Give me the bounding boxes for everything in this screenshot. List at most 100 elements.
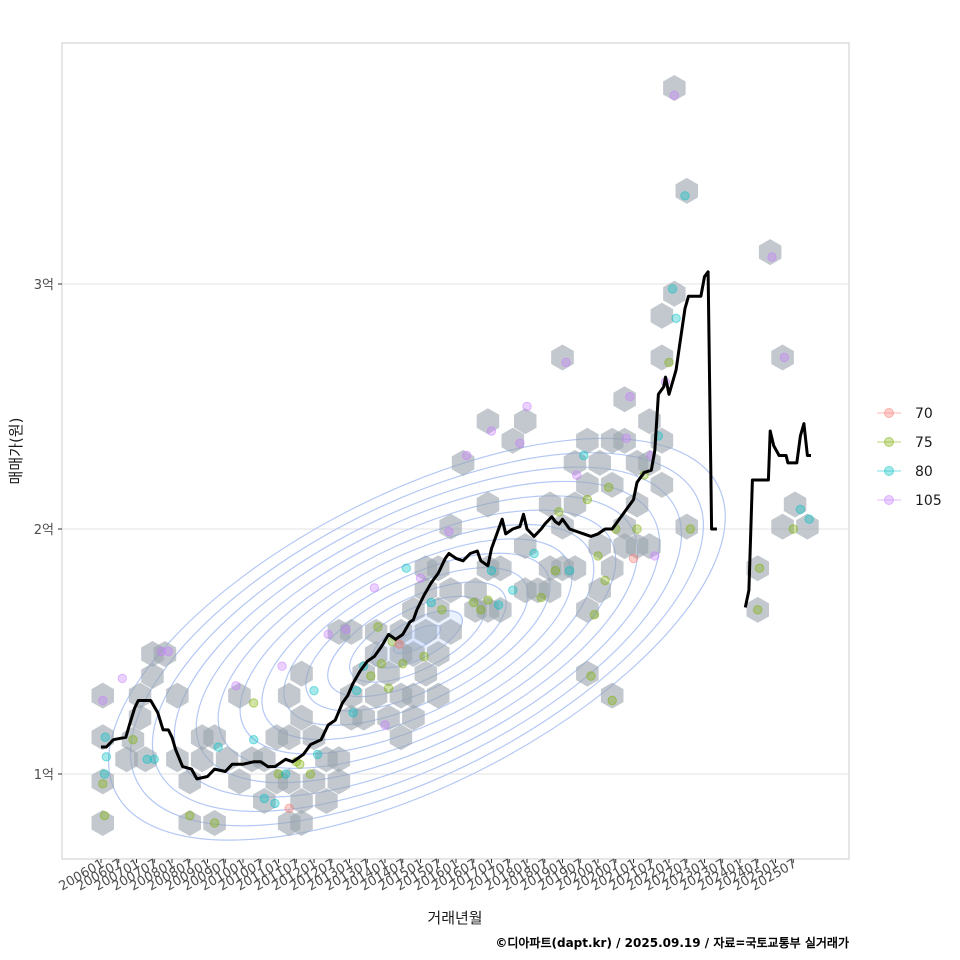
x-axis-title: 거래년월 [427, 909, 482, 927]
point-105 [323, 629, 333, 640]
point-80 [280, 769, 291, 779]
legend: 70 75 80 105 [877, 406, 942, 509]
hexbin-cell [134, 746, 157, 773]
point-105 [767, 252, 777, 262]
point-75 [383, 683, 394, 693]
point-105 [117, 673, 128, 684]
point-75 [589, 610, 600, 620]
hexbin-cell [253, 788, 276, 814]
hexbin-cell [364, 682, 388, 709]
point-80 [99, 769, 110, 779]
hexbin-cell [315, 788, 338, 814]
x-axis: 2006012006072007012007072008012008072009… [57, 856, 800, 894]
hexbin-cell [771, 344, 794, 371]
hexbin-cell [576, 596, 599, 623]
point-75 [593, 551, 603, 561]
hexbin-cell [427, 596, 450, 623]
hexbin-cell [290, 660, 313, 687]
point-75 [419, 651, 429, 662]
hexbin-cell [302, 768, 326, 795]
point-75 [469, 597, 479, 608]
hexbin-cell [91, 682, 114, 709]
y-axis-title: 매매가(원) [7, 418, 25, 485]
point-80 [213, 742, 223, 752]
hexbin-cell [340, 682, 363, 709]
point-80 [351, 686, 362, 696]
hexbin-cell [600, 555, 624, 582]
point-75 [437, 605, 447, 615]
point-105 [650, 551, 660, 561]
hexbin-cell [538, 577, 562, 604]
point-75 [248, 698, 259, 708]
point-80 [671, 313, 681, 323]
hexbin-cell [178, 810, 201, 836]
hexbin-cell [290, 704, 313, 731]
point-75 [550, 565, 561, 576]
median-line [101, 270, 811, 781]
hexbin-cell [514, 533, 537, 560]
point-80 [149, 754, 159, 764]
legend-key-dot-105 [884, 495, 894, 505]
point-75 [664, 357, 674, 368]
legend-label-80: 80 [915, 464, 933, 480]
point-80 [680, 191, 690, 201]
point-80 [804, 514, 814, 524]
hexbin-cell [190, 746, 214, 773]
hexbin-cell [771, 513, 794, 540]
point-80 [493, 600, 504, 610]
point-75 [185, 810, 195, 821]
point-80 [100, 732, 110, 742]
point-80 [795, 504, 806, 515]
point-75 [483, 595, 493, 605]
y-tick-label-1: 2억 [34, 523, 54, 538]
point-75 [607, 695, 617, 706]
hexbin-cell [327, 746, 351, 773]
point-75 [476, 605, 486, 615]
point-105 [561, 357, 571, 368]
point-75 [603, 482, 614, 493]
hexbin-cell [588, 577, 611, 604]
point-75 [98, 779, 108, 789]
point-105 [779, 352, 790, 363]
hexbin-cell [588, 533, 611, 560]
y-axis: 1억 2억 3억 [34, 278, 62, 783]
hexbin-cell [277, 724, 301, 751]
point-105 [461, 450, 472, 461]
point-105 [572, 470, 582, 480]
hexbin-cell [551, 344, 574, 371]
hexbin-cell [352, 704, 375, 731]
point-75 [99, 810, 110, 821]
caption: ©디아파트(dapt.kr) / 2025.09.19 / 자료=국토교통부 실… [495, 935, 849, 950]
hexbin-cell [600, 682, 624, 709]
legend-label-75: 75 [915, 435, 933, 451]
hexbin-cell [613, 427, 636, 454]
point-75 [295, 759, 305, 769]
point-80 [348, 708, 358, 718]
hexbin-cell [783, 491, 807, 518]
point-80 [426, 597, 436, 608]
point-80 [309, 686, 319, 696]
point-105 [621, 433, 632, 444]
hexbin-cell [439, 577, 462, 604]
hexbin-cell [551, 513, 574, 540]
hexbin-cell [377, 704, 400, 731]
hexbin-cell [290, 810, 313, 836]
point-75 [554, 507, 564, 517]
point-105 [444, 526, 454, 537]
point-75 [600, 575, 610, 586]
point-80 [142, 754, 152, 764]
point-80 [248, 735, 259, 745]
hexbin-cell [389, 724, 413, 751]
hexbin-cell [128, 682, 152, 709]
hexbin-cell [650, 471, 674, 498]
contour-13 [108, 437, 726, 841]
legend-key-dot-80 [884, 466, 894, 476]
point-75 [586, 671, 596, 681]
point-75 [754, 563, 765, 573]
point-75 [305, 769, 316, 779]
point-75 [685, 524, 695, 534]
y-tick-label-2: 3억 [34, 278, 54, 293]
point-105 [369, 583, 380, 593]
hexbin-cell [489, 555, 512, 582]
hexbin-cell [203, 724, 226, 751]
